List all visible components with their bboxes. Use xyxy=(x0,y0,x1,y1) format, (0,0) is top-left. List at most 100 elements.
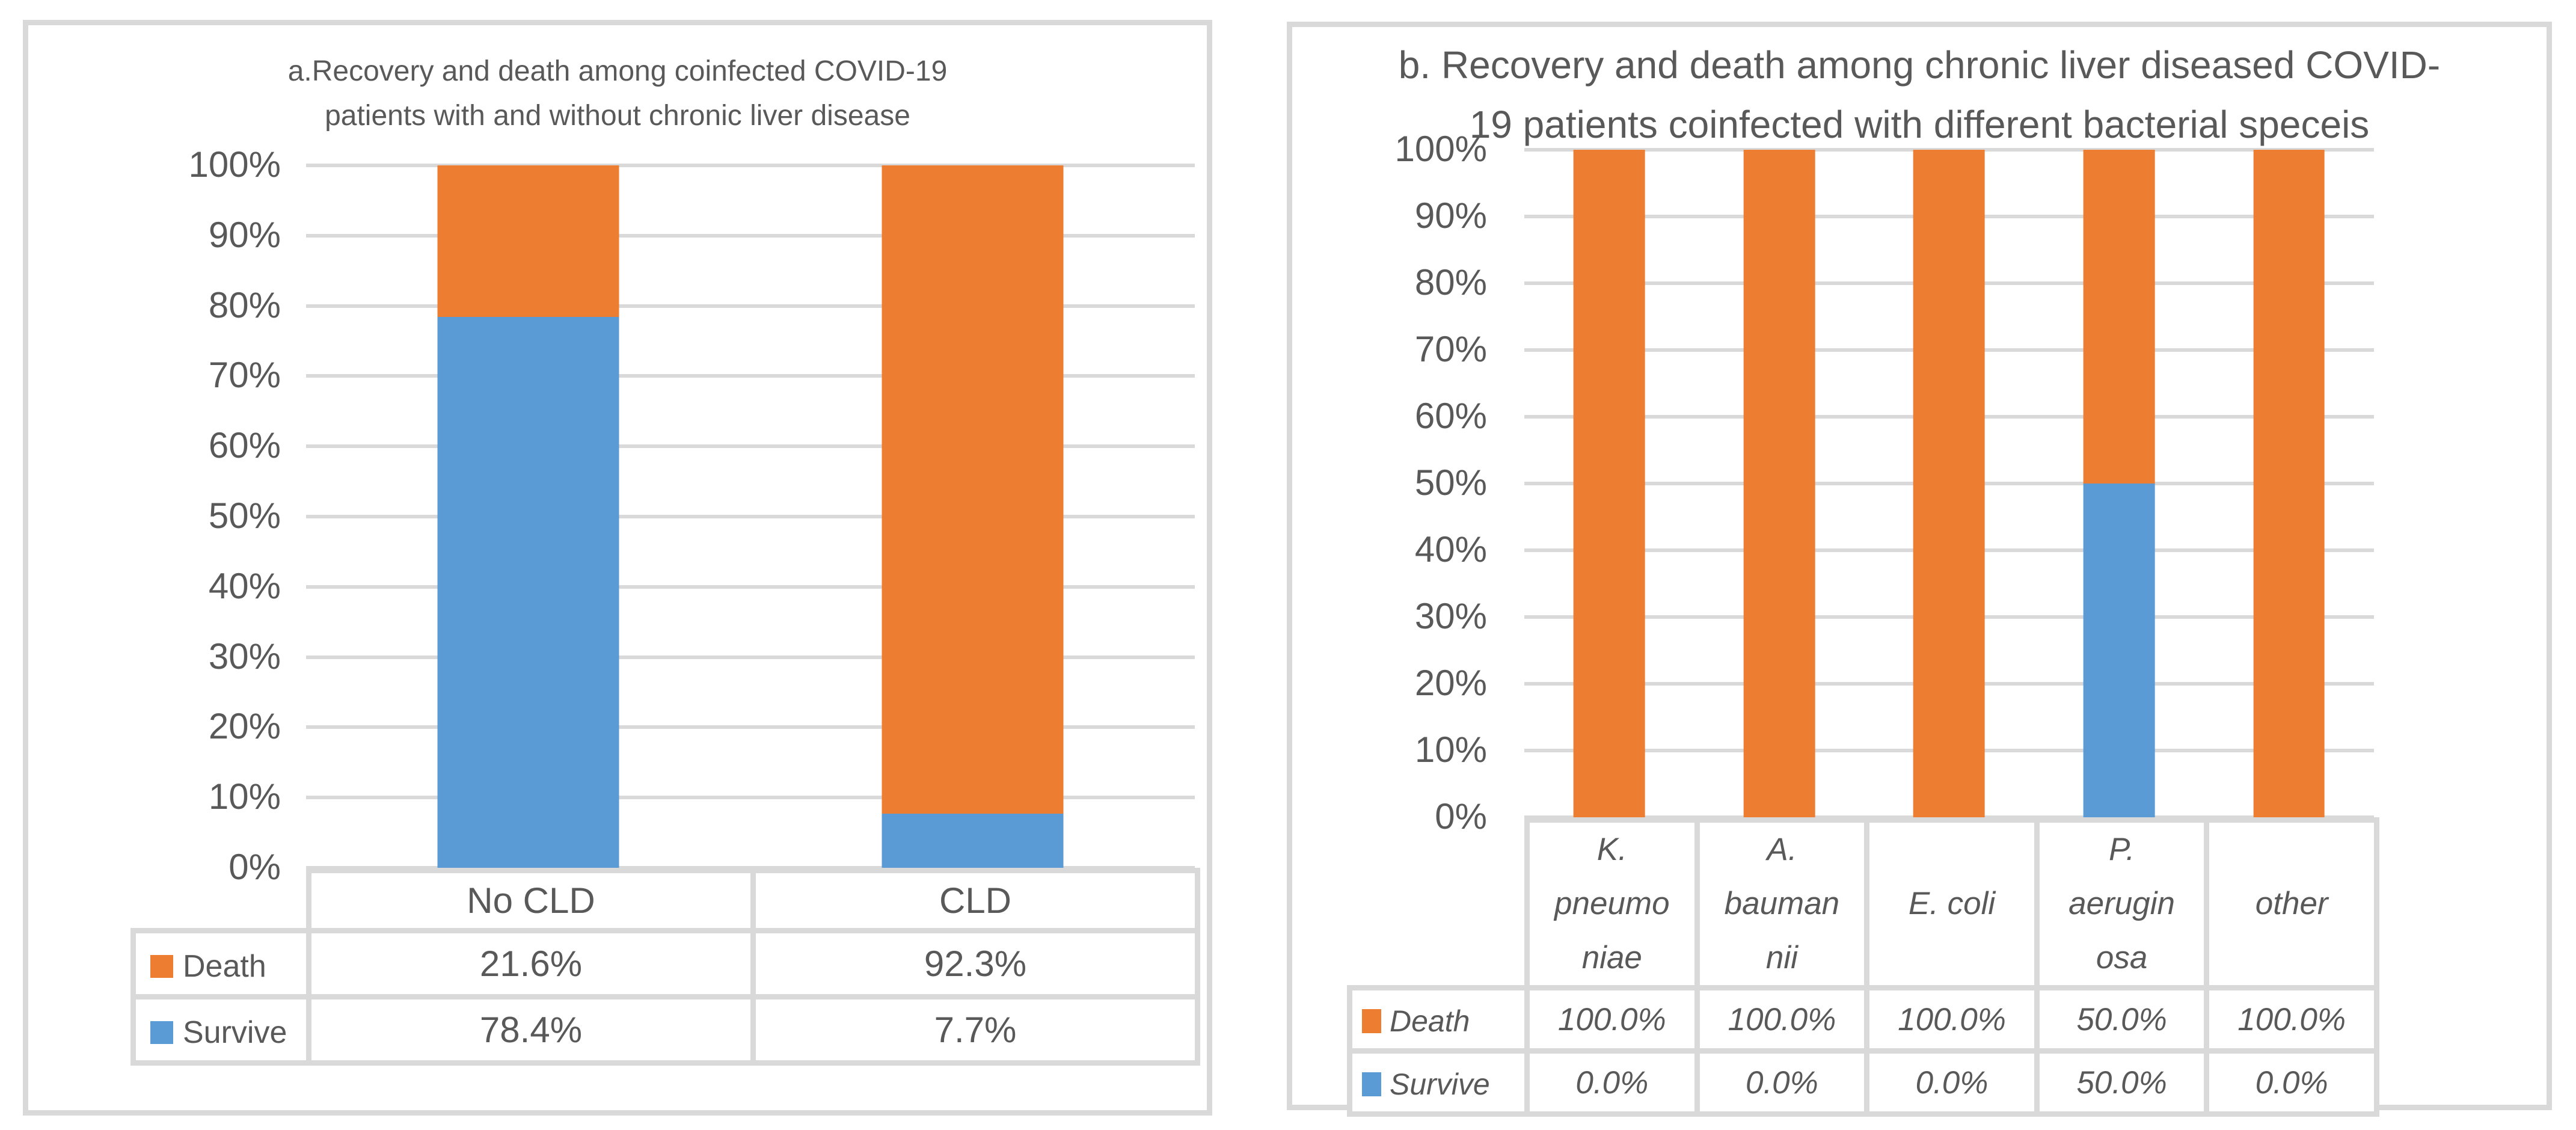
legend-label-death: Death xyxy=(1390,1004,1470,1038)
value-survive-other: 0.0% xyxy=(2204,1048,2379,1117)
category-header-CLD: CLD xyxy=(750,868,1200,933)
category-header-K. pneumoniae: K. pneumo niae xyxy=(1524,817,1700,991)
data-table: K. pneumo niae A. bauman nii E. coli P. aerugin o… xyxy=(1347,817,2379,1117)
legend-label-survive: Survive xyxy=(1390,1067,1490,1101)
value-survive-E. coli: 0.0% xyxy=(1864,1048,2040,1117)
value-death-P. aeruginosa: 50.0% xyxy=(2034,985,2210,1054)
value-death-E. coli: 100.0% xyxy=(1864,985,2040,1054)
y-tick-label: 60% xyxy=(1414,396,1487,437)
bar-segment-survive xyxy=(437,317,619,868)
table-corner-empty xyxy=(1350,820,1527,988)
value-survive-K. pneumoniae: 0.0% xyxy=(1524,1048,1700,1117)
gridline xyxy=(306,655,1195,659)
y-tick-label: 50% xyxy=(208,496,281,536)
gridline xyxy=(306,374,1195,378)
stacked-bar-CLD xyxy=(882,165,1064,868)
bar-segment-death xyxy=(882,165,1064,814)
y-tick-label: 0% xyxy=(1435,796,1487,837)
bar-slot-CLD xyxy=(750,165,1195,868)
legend-label-survive: Survive xyxy=(183,1015,287,1051)
gridline xyxy=(306,725,1195,729)
legend-item-death: Death xyxy=(130,928,311,999)
category-header-No CLD: No CLD xyxy=(306,868,756,933)
gridline xyxy=(306,233,1195,238)
value-survive-No CLD: 78.4% xyxy=(306,994,756,1066)
value-death-other: 100.0% xyxy=(2204,985,2379,1054)
y-tick-label: 20% xyxy=(1414,663,1487,704)
y-tick-label: 90% xyxy=(208,214,281,255)
category-header-P. aeruginosa: P. aerugin osa xyxy=(2034,817,2210,991)
bar-slot-E. coli xyxy=(1864,150,2034,817)
bar-slot-A. baumannii xyxy=(1694,150,1865,817)
bars-layer xyxy=(1524,150,2374,817)
chart-title: a.Recovery and death among coinfected CO… xyxy=(287,55,948,132)
plot-area xyxy=(1524,148,2374,819)
stacked-bar-other xyxy=(2253,150,2325,817)
data-table: No CLD CLD Death 21.6% 92.3% Survive 78.4% 7.7% xyxy=(130,868,1200,1066)
legend-swatch-survive xyxy=(150,1021,173,1045)
stacked-bar-No CLD xyxy=(437,165,619,868)
y-axis: 0% 10% 20% 30% 40% 50% 60% 70% 80% 90% 100% xyxy=(1292,129,1487,837)
y-tick-label: 50% xyxy=(1414,462,1487,503)
stacked-bar-E. coli xyxy=(1913,150,1985,817)
category-header-E. coli: E. coli xyxy=(1864,817,2040,991)
legend-item-death: Death xyxy=(1347,985,1530,1054)
y-tick-label: 60% xyxy=(208,425,281,466)
gridline xyxy=(306,164,1195,167)
plot-area xyxy=(306,164,1195,870)
bar-slot-other xyxy=(2204,150,2374,817)
bar-segment-survive xyxy=(2083,484,2155,817)
y-tick-label: 30% xyxy=(208,636,281,677)
legend-item-survive: Survive xyxy=(130,994,311,1066)
bar-segment-death xyxy=(1913,150,1985,817)
y-tick-label: 80% xyxy=(1414,262,1487,303)
y-tick-label: 40% xyxy=(1414,529,1487,570)
y-tick-label: 0% xyxy=(228,847,281,888)
y-tick-label: 100% xyxy=(1394,129,1487,170)
gridline xyxy=(306,444,1195,449)
legend-swatch-death xyxy=(1362,1009,1381,1033)
value-survive-CLD: 7.7% xyxy=(750,994,1200,1066)
gridline xyxy=(306,866,1195,870)
y-tick-label: 70% xyxy=(208,355,281,396)
stacked-bar-A. baumannii xyxy=(1743,150,1815,817)
legend-label-death: Death xyxy=(183,949,266,984)
bar-segment-death xyxy=(1573,150,1645,817)
bar-segment-death xyxy=(2253,150,2325,817)
value-survive-P. aeruginosa: 50.0% xyxy=(2034,1048,2210,1117)
gridline xyxy=(1524,815,2374,819)
y-axis: 0% 10% 20% 30% 40% 50% 60% 70% 80% 90% 100% xyxy=(28,144,281,887)
bar-slot-No CLD xyxy=(306,165,750,868)
category-header-other: other xyxy=(2204,817,2379,991)
gridline xyxy=(306,304,1195,308)
gridline xyxy=(306,796,1195,800)
stacked-bar-K. pneumoniae xyxy=(1573,150,1645,817)
chart-a-panel: a.Recovery and death among coinfected CO… xyxy=(23,20,1212,1116)
y-tick-label: 90% xyxy=(1414,195,1487,236)
y-tick-label: 20% xyxy=(208,706,281,747)
bar-slot-P. aeruginosa xyxy=(2034,150,2204,817)
bar-segment-death xyxy=(2083,150,2155,484)
y-tick-label: 80% xyxy=(208,284,281,325)
category-header-A. baumannii: A. bauman nii xyxy=(1694,817,1870,991)
table-corner-empty xyxy=(133,871,309,931)
legend-item-survive: Survive xyxy=(1347,1048,1530,1117)
y-tick-label: 30% xyxy=(1414,596,1487,637)
bar-segment-survive xyxy=(882,814,1064,868)
gridline xyxy=(306,515,1195,518)
y-tick-label: 40% xyxy=(208,565,281,606)
value-survive-A. baumannii: 0.0% xyxy=(1694,1048,1870,1117)
value-death-No CLD: 21.6% xyxy=(306,928,756,999)
y-tick-label: 10% xyxy=(1414,729,1487,770)
legend-swatch-death xyxy=(150,955,173,978)
chart-title: b. Recovery and death among chronic live… xyxy=(1398,43,2441,147)
y-tick-label: 10% xyxy=(208,776,281,817)
value-death-K. pneumoniae: 100.0% xyxy=(1524,985,1700,1054)
value-death-CLD: 92.3% xyxy=(750,928,1200,999)
gridline xyxy=(306,585,1195,589)
bar-segment-death xyxy=(437,165,619,318)
chart-b-panel: b. Recovery and death among chronic live… xyxy=(1287,22,2552,1117)
legend-swatch-survive xyxy=(1362,1072,1381,1096)
bar-segment-death xyxy=(1743,150,1815,817)
